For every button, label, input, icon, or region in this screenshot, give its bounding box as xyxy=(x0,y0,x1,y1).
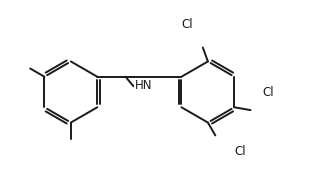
Text: Cl: Cl xyxy=(263,86,274,98)
Text: Cl: Cl xyxy=(234,145,246,158)
Text: Cl: Cl xyxy=(182,18,193,31)
Text: HN: HN xyxy=(135,79,153,92)
